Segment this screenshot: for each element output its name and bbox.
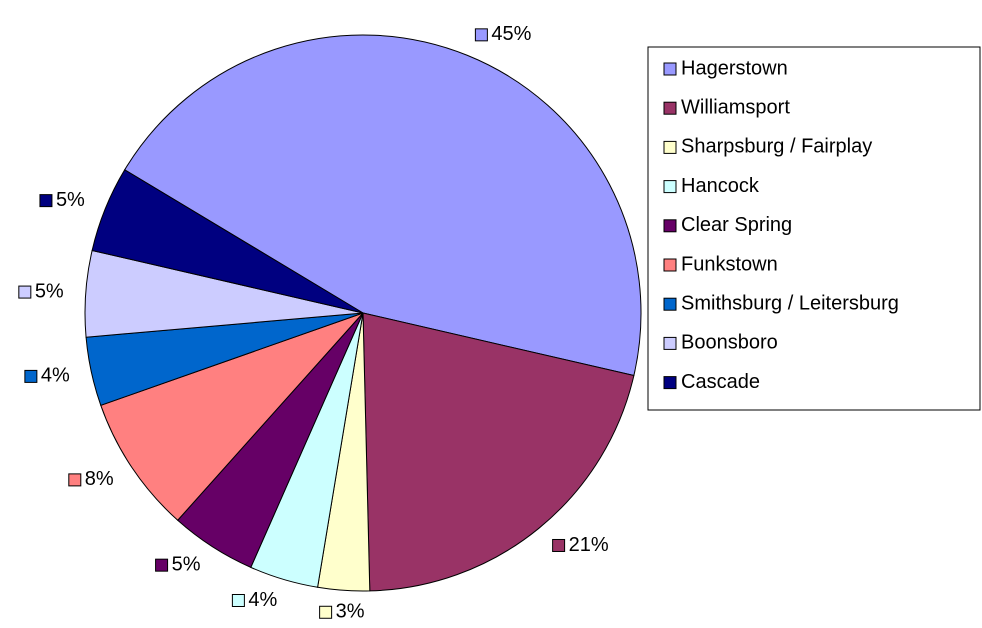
data-label-swatch <box>552 538 566 552</box>
legend-label: Sharpsburg / Fairplay <box>681 136 872 158</box>
data-label: 5% <box>172 553 201 575</box>
data-label: 3% <box>336 601 365 623</box>
legend-swatch <box>663 101 677 115</box>
legend-swatch <box>663 336 677 350</box>
data-label: 4% <box>248 589 277 611</box>
legend-label: Boonsboro <box>681 332 778 354</box>
data-label-swatch <box>319 605 333 619</box>
legend-swatch <box>663 219 677 233</box>
data-label: 5% <box>56 189 85 211</box>
legend-label: Smithsburg / Leitersburg <box>681 292 899 314</box>
data-label-swatch <box>474 28 488 42</box>
data-label-swatch <box>24 369 38 383</box>
data-label: 45% <box>491 23 531 45</box>
data-label-swatch <box>231 593 245 607</box>
data-label-swatch <box>68 473 82 487</box>
pie-slice <box>100 312 364 521</box>
legend-swatch <box>663 297 677 311</box>
pie-slice <box>124 34 642 377</box>
legend-label: Williamsport <box>681 96 790 118</box>
data-label-swatch <box>155 558 169 572</box>
legend-label: Funkstown <box>681 253 778 275</box>
data-label: 4% <box>41 365 70 387</box>
legend-swatch <box>663 376 677 390</box>
legend-label: Hancock <box>681 175 760 197</box>
legend-swatch <box>663 62 677 76</box>
data-label-swatch <box>18 285 32 299</box>
legend-label: Hagerstown <box>681 57 788 79</box>
legend-swatch <box>663 140 677 154</box>
legend-label: Cascade <box>681 371 760 393</box>
legend-box <box>647 46 981 411</box>
legend-swatch <box>663 180 677 194</box>
legend-label: Clear Spring <box>681 214 792 236</box>
pie-slice <box>91 169 364 314</box>
data-label-swatch <box>39 194 53 208</box>
pie-slice <box>362 312 635 592</box>
data-label: 21% <box>569 534 609 556</box>
legend-swatch <box>663 258 677 272</box>
data-label: 8% <box>85 468 114 490</box>
data-label: 5% <box>35 280 64 302</box>
